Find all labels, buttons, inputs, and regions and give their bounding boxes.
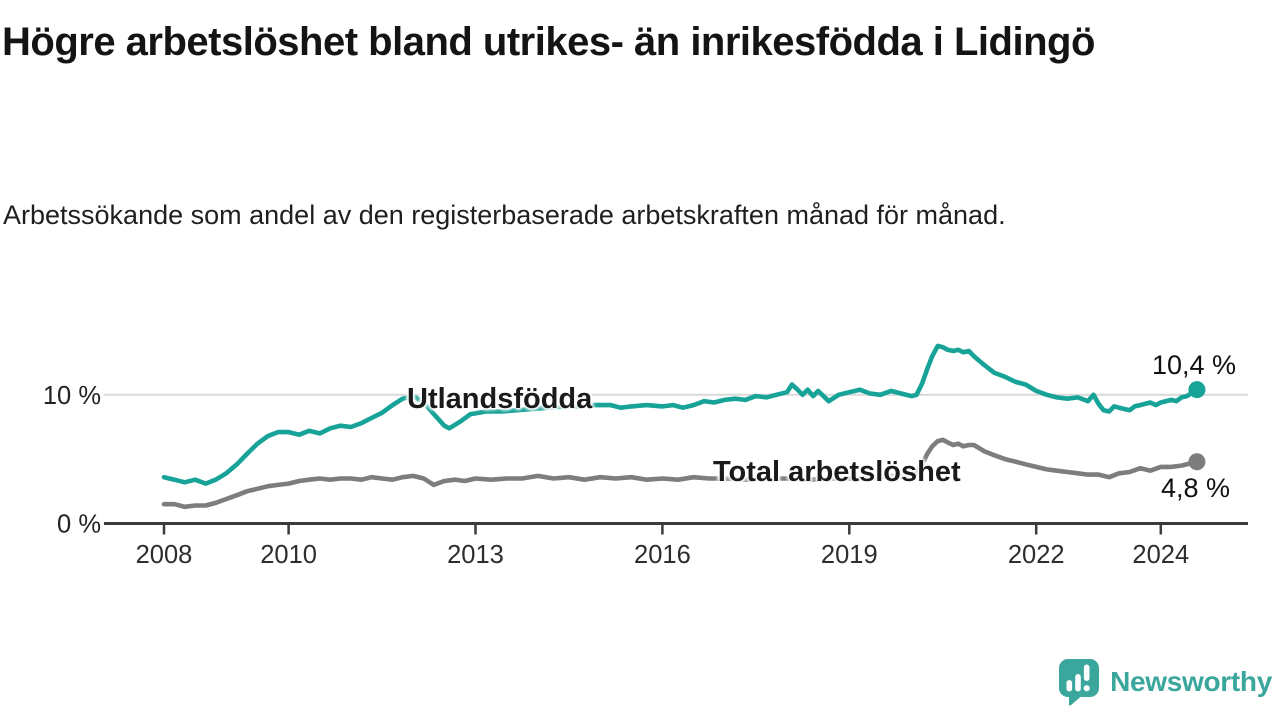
series-line-utlandsfodda	[161, 343, 1200, 486]
page-title: Högre arbetslöshet bland utrikes- än inr…	[2, 20, 1095, 64]
x-tick-label: 2013	[447, 541, 504, 569]
series-end-dot-total-arbetsloshet	[1188, 453, 1206, 471]
x-tick-label: 2022	[1008, 541, 1065, 569]
series-line-total-arbetsloshet	[161, 437, 1200, 510]
end-value-label-total-arbetsloshet: 4,8 %	[1161, 473, 1231, 503]
bar-short	[1066, 680, 1073, 692]
y-tick-label: 10 %	[43, 382, 101, 410]
series-end-dot-utlandsfodda	[1188, 381, 1206, 399]
end-value-label-utlandsfodda: 10,4 %	[1152, 350, 1237, 380]
x-tick-label: 2010	[260, 541, 317, 569]
newsworthy-wordmark: Newsworthy	[1110, 666, 1272, 697]
newsworthy-bubble-chart-icon	[1059, 659, 1100, 706]
series-label-total-arbetsloshet: Total arbetslöshet	[713, 456, 961, 488]
exclamation-dot	[1083, 685, 1090, 692]
bar-tall	[1075, 674, 1081, 692]
x-tick-label: 2008	[136, 541, 193, 569]
y-tick-label: 0 %	[57, 511, 101, 539]
exclamation-bar	[1083, 664, 1090, 681]
newsworthy-logo: Newsworthy	[1057, 658, 1272, 706]
chart-subtitle: Arbetssökande som andel av den registerb…	[3, 200, 1006, 230]
series-label-utlandsfodda: Utlandsfödda	[407, 383, 593, 415]
x-tick-label: 2019	[821, 541, 878, 569]
x-tick-label: 2024	[1132, 541, 1189, 569]
x-tick-label: 2016	[634, 541, 691, 569]
